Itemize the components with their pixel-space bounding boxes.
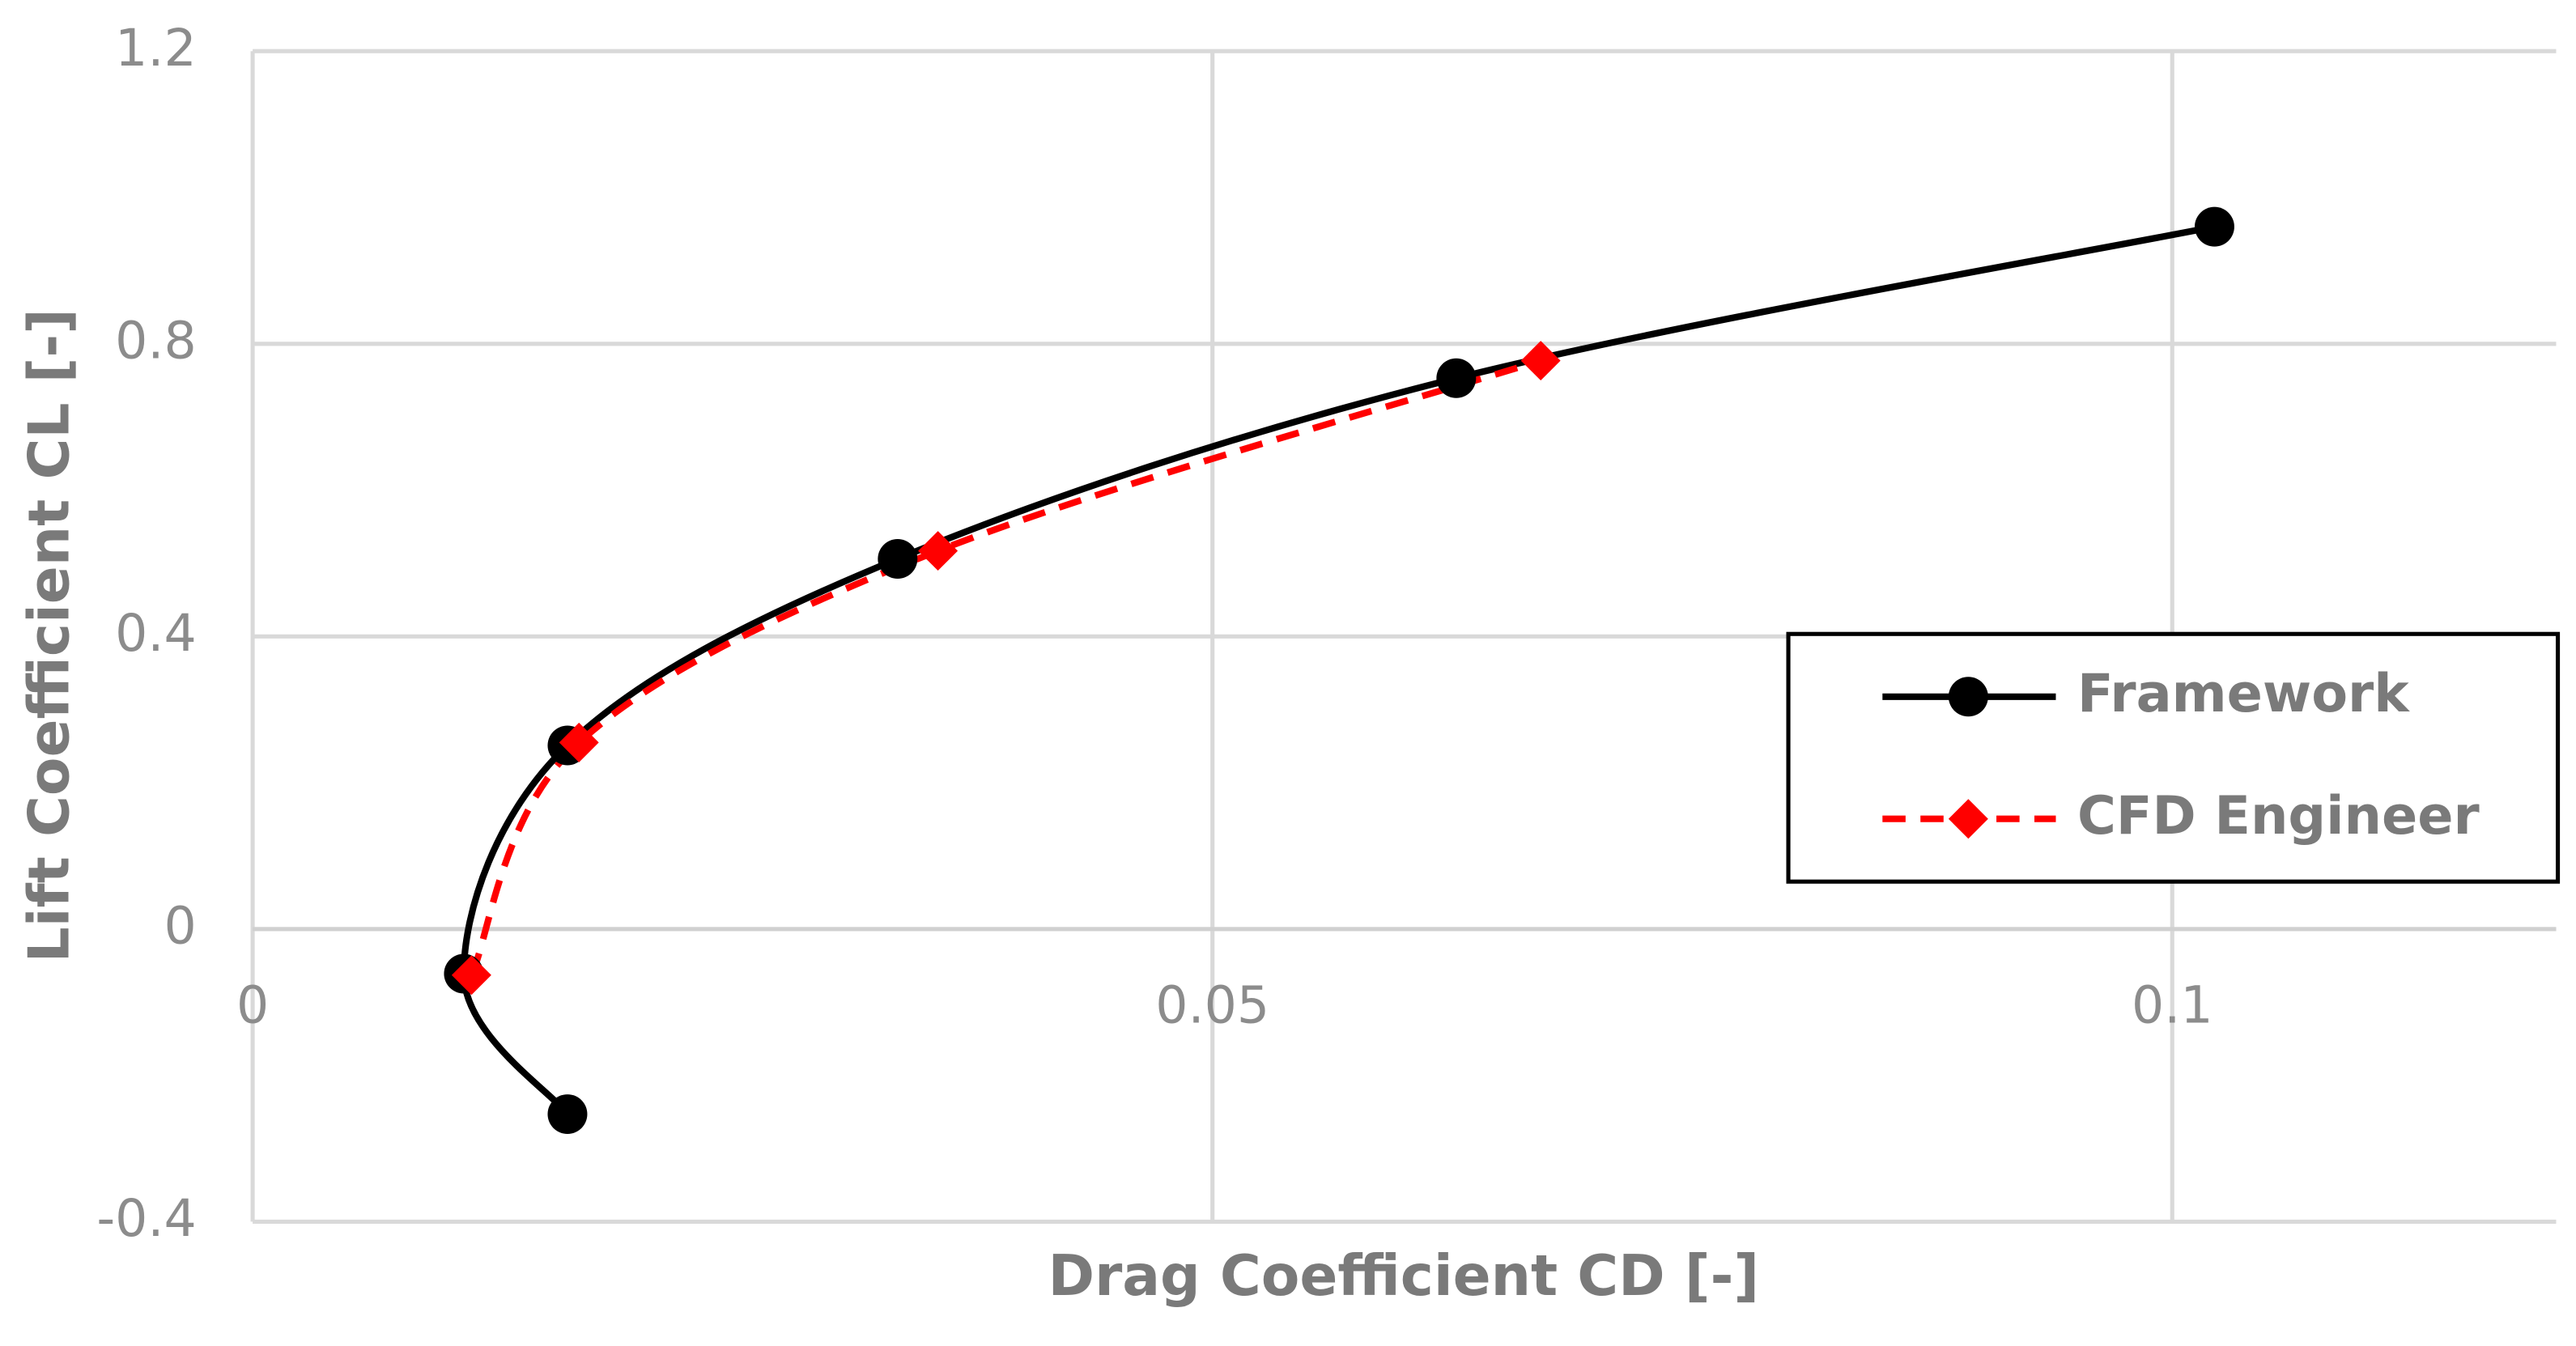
marker — [918, 531, 959, 571]
marker — [451, 955, 491, 996]
y-axis-title: Lift Coefficient CL [-] — [17, 308, 82, 962]
y-tick-label: 0.8 — [115, 310, 197, 370]
marker — [1948, 677, 1988, 717]
legend-label: CFD Engineer — [2077, 785, 2480, 847]
marker — [1520, 341, 1561, 381]
series-line — [468, 357, 1542, 977]
legend-label: Framework — [2077, 663, 2410, 724]
y-tick-label: 1.2 — [115, 18, 197, 78]
y-tick-label: 0 — [164, 895, 196, 955]
marker — [878, 539, 918, 579]
y-tick-label: 0.4 — [115, 603, 197, 663]
y-tick-label: -0.4 — [96, 1188, 196, 1248]
marker — [1948, 799, 1988, 839]
x-tick-label: 0.1 — [2132, 974, 2213, 1034]
marker — [559, 722, 599, 762]
x-tick-label: 0.05 — [1155, 974, 1269, 1034]
x-tick-label: 0 — [236, 974, 269, 1034]
marker — [2194, 206, 2234, 247]
marker — [1436, 358, 1477, 398]
marker — [547, 1094, 588, 1135]
legend-box — [1786, 631, 2561, 884]
plot-area: -0.4 0 0.4 0.8 1.2 0 0.05 0.1 Framework CFD Engin… — [96, 18, 2561, 1248]
x-axis-title: Drag Coefficient CD [-] — [1048, 1244, 1760, 1309]
legend: Framework CFD Engineer — [1786, 631, 2561, 884]
